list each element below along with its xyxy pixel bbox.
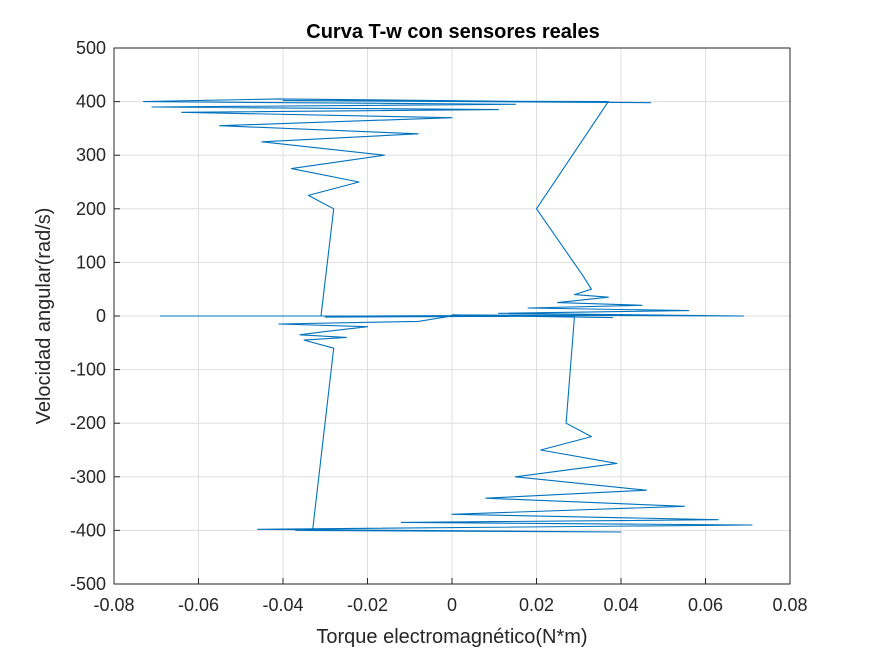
x-axis-label: Torque electromagnético(N*m): [316, 626, 587, 648]
x-axis-ticks: -0.08 -0.06 -0.04 -0.02 0 0.02 0.04 0.06 0.08: [93, 578, 808, 615]
x-tick-label: 0.06: [688, 595, 723, 615]
y-tick-label: 0: [96, 306, 106, 326]
y-tick-label: 100: [76, 252, 106, 272]
y-tick-label: 400: [76, 92, 106, 112]
y-tick-label: -300: [70, 467, 106, 487]
chart-title: Curva T-w con sensores reales: [306, 21, 599, 43]
x-tick-label: -0.08: [93, 595, 134, 615]
y-tick-label: 300: [76, 145, 106, 165]
x-tick-label: -0.02: [347, 595, 388, 615]
data-series: [143, 98, 753, 533]
series-line: [143, 98, 753, 533]
y-tick-label: 200: [76, 199, 106, 219]
y-axis-ticks: -500 -400 -300 -200 -100 0 100 200 300 400 500: [70, 38, 120, 594]
x-tick-label: 0.08: [772, 595, 807, 615]
x-tick-label: -0.06: [178, 595, 219, 615]
x-tick-label: 0.04: [603, 595, 638, 615]
y-axis-label: Velocidad angular(rad/s): [33, 208, 55, 425]
y-tick-label: 500: [76, 38, 106, 58]
x-tick-label: -0.04: [262, 595, 303, 615]
y-tick-label: -400: [70, 520, 106, 540]
x-tick-label: 0: [447, 595, 457, 615]
x-tick-label: 0.02: [519, 595, 554, 615]
y-tick-label: -100: [70, 360, 106, 380]
y-tick-label: -500: [70, 574, 106, 594]
y-tick-label: -200: [70, 413, 106, 433]
